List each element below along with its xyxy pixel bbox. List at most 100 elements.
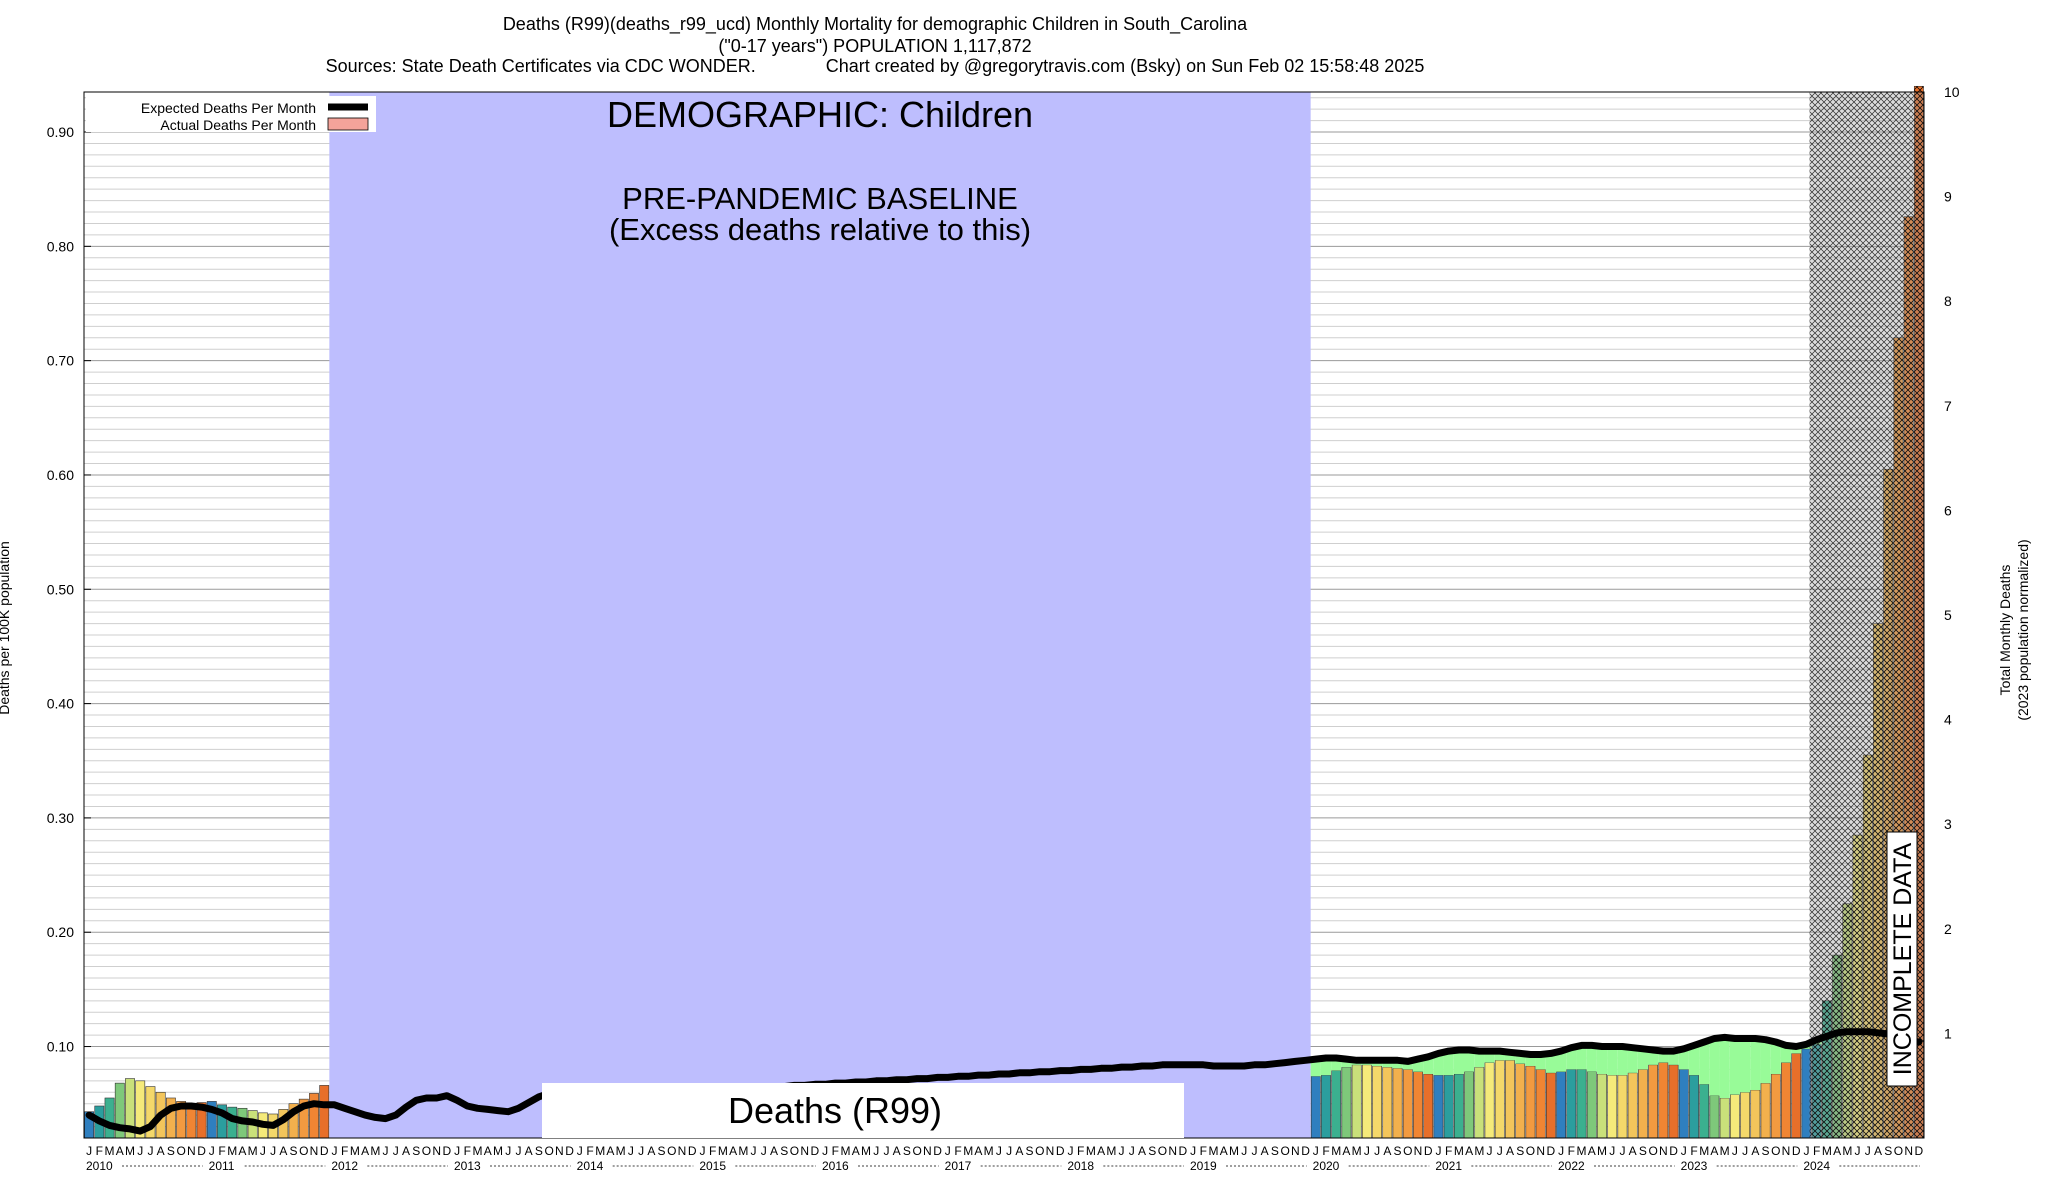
x-month-label: M: [105, 1144, 115, 1158]
bar: [1372, 1065, 1383, 1139]
y2-tick-label: 4: [1944, 712, 1952, 728]
x-month-label: A: [1261, 1144, 1269, 1158]
excess-segment: [1719, 1037, 1730, 1098]
y2-axis-label-main: Total Monthly Deaths: [1997, 564, 2013, 696]
bar: [1443, 1074, 1454, 1139]
x-month-label: J: [1497, 1144, 1503, 1158]
x-month-label: M: [1577, 1144, 1587, 1158]
y2-tick-label: 6: [1944, 502, 1952, 518]
x-year-label: 2021: [1435, 1159, 1462, 1173]
bar: [1382, 1066, 1393, 1139]
x-month-label: N: [1168, 1144, 1177, 1158]
x-month-label: J: [638, 1144, 644, 1158]
x-month-label: M: [718, 1144, 728, 1158]
demographic-label: DEMOGRAPHIC: Children: [607, 94, 1033, 135]
y2-tick-label: 3: [1944, 816, 1952, 832]
x-month-label: O: [422, 1144, 431, 1158]
x-month-label: S: [1271, 1144, 1279, 1158]
y2-axis-label-sub: (2023 population normalized): [2015, 539, 2031, 721]
x-month-label: J: [751, 1144, 757, 1158]
excess-segment: [1637, 1048, 1648, 1070]
excess-segment: [1525, 1054, 1536, 1066]
x-month-label: A: [1710, 1144, 1718, 1158]
x-month-label: M: [1331, 1144, 1341, 1158]
x-month-label: J: [147, 1144, 153, 1158]
x-month-label: F: [1322, 1144, 1329, 1158]
x-month-label: J: [628, 1144, 634, 1158]
x-month-label: D: [1915, 1144, 1924, 1158]
y-tick-label: 0.40: [47, 696, 74, 712]
excess-segment: [1423, 1056, 1434, 1074]
x-month-label: M: [350, 1144, 360, 1158]
x-month-label: J: [1190, 1144, 1196, 1158]
y2-tick-label: 2: [1944, 921, 1952, 937]
x-month-label: J: [1487, 1144, 1493, 1158]
excess-segment: [1443, 1051, 1454, 1076]
x-month-label: J: [1742, 1144, 1748, 1158]
bar: [1678, 1069, 1689, 1139]
x-month-label: M: [1229, 1144, 1239, 1158]
x-month-label: N: [432, 1144, 441, 1158]
bar: [1719, 1097, 1730, 1139]
excess-segment: [1699, 1041, 1710, 1085]
x-month-label: D: [1301, 1144, 1310, 1158]
x-month-label: S: [1762, 1144, 1770, 1158]
x-month-label: J: [1119, 1144, 1125, 1158]
baseline-region: [329, 92, 1311, 1138]
x-month-label: J: [822, 1144, 828, 1158]
x-month-label: J: [515, 1144, 521, 1158]
x-month-label: D: [565, 1144, 574, 1158]
x-month-label: O: [1526, 1144, 1535, 1158]
excess-segment: [1320, 1057, 1332, 1076]
x-month-label: D: [1792, 1144, 1801, 1158]
bar: [1617, 1074, 1628, 1139]
x-month-label: D: [1179, 1144, 1188, 1158]
x-month-label: J: [1681, 1144, 1687, 1158]
x-month-label: S: [1394, 1144, 1402, 1158]
x-month-label: J: [393, 1144, 399, 1158]
x-month-label: J: [996, 1144, 1002, 1158]
y-tick-label: 0.50: [47, 581, 74, 597]
bar: [1351, 1064, 1362, 1139]
cause-label: Deaths (R99): [728, 1090, 942, 1131]
bar: [1791, 1053, 1802, 1139]
excess-segment: [1464, 1049, 1475, 1072]
x-year-label: 2022: [1558, 1159, 1585, 1173]
y2-tick-label: 8: [1944, 293, 1952, 309]
x-month-label: J: [270, 1144, 276, 1158]
x-month-label: M: [841, 1144, 851, 1158]
x-month-label: F: [954, 1144, 961, 1158]
x-month-label: M: [125, 1144, 135, 1158]
x-year-label: 2019: [1190, 1159, 1217, 1173]
x-month-label: D: [1424, 1144, 1433, 1158]
chart-source: Sources: State Death Certificates via CD…: [325, 56, 1425, 76]
bar: [1556, 1071, 1567, 1139]
excess-segment: [1709, 1038, 1720, 1096]
x-month-label: M: [1822, 1144, 1832, 1158]
x-month-label: A: [1629, 1144, 1637, 1158]
x-month-label: D: [933, 1144, 942, 1158]
bar: [1494, 1059, 1505, 1139]
bar: [1781, 1062, 1791, 1139]
x-month-label: J: [86, 1144, 92, 1158]
x-month-label: O: [1280, 1144, 1289, 1158]
annotations: DEMOGRAPHIC: Children PRE-PANDEMIC BASELI…: [542, 94, 1918, 1138]
bar: [1627, 1072, 1638, 1139]
legend-actual-swatch: [327, 117, 369, 131]
y-tick-label: 0.20: [47, 924, 74, 940]
x-year-label: 2024: [1803, 1159, 1830, 1173]
x-month-label: N: [1659, 1144, 1668, 1158]
x-month-label: O: [1894, 1144, 1903, 1158]
x-month-label: M: [1352, 1144, 1362, 1158]
x-month-label: M: [493, 1144, 503, 1158]
x-month-label: N: [1536, 1144, 1545, 1158]
x-month-label: J: [1609, 1144, 1615, 1158]
bar: [1413, 1071, 1423, 1139]
excess-segment: [1648, 1049, 1659, 1065]
x-year-label: 2015: [699, 1159, 726, 1173]
x-month-label: M: [473, 1144, 483, 1158]
x-month-label: A: [116, 1144, 124, 1158]
incomplete-label-box: [1886, 831, 1918, 1087]
x-month-label: A: [361, 1144, 369, 1158]
